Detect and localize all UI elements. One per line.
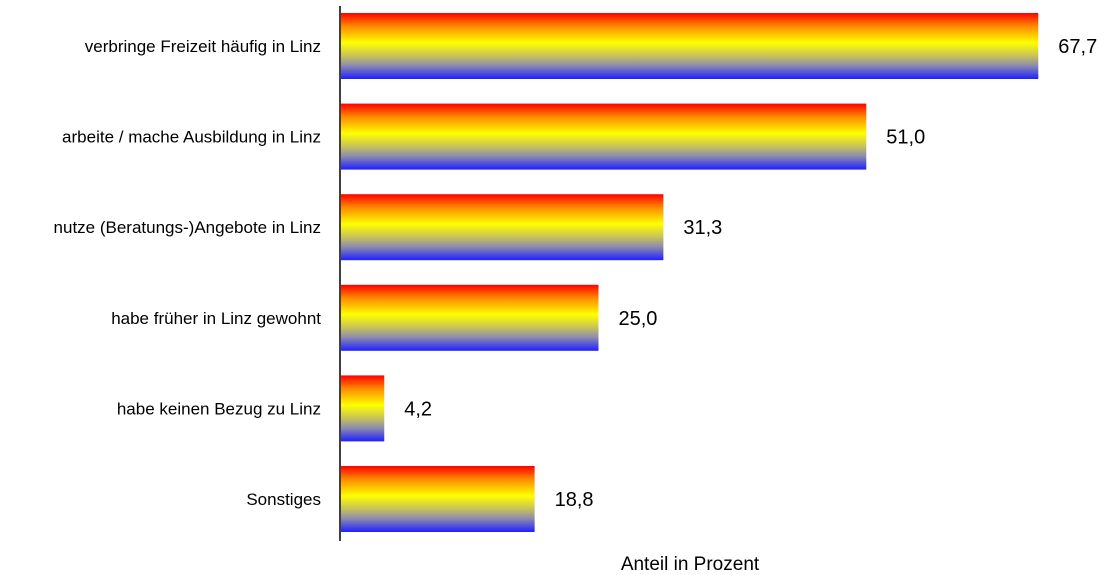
category-label: habe keinen Bezug zu Linz bbox=[117, 399, 321, 418]
bar-group: Sonstiges 18,8 bbox=[246, 466, 594, 532]
value-label: 31,3 bbox=[683, 217, 722, 239]
bars-layer: verbringe Freizeit häufig in Linz 67,7 arb… bbox=[54, 13, 1097, 532]
value-label: 51,0 bbox=[886, 127, 925, 149]
x-axis-title: Anteil in Prozent bbox=[621, 554, 760, 575]
value-label: 4,2 bbox=[404, 398, 432, 420]
bar-group: habe keinen Bezug zu Linz 4,2 bbox=[117, 375, 432, 442]
bar bbox=[341, 13, 1039, 79]
category-label: nutze (Beratungs-)Angebote in Linz bbox=[54, 218, 321, 237]
category-label: habe früher in Linz gewohnt bbox=[111, 309, 321, 328]
bar-group: arbeite / mache Ausbildung in Linz 51,0 bbox=[62, 103, 925, 170]
bar-group: verbringe Freizeit häufig in Linz 67,7 bbox=[85, 13, 1097, 79]
bar bbox=[341, 375, 385, 442]
category-label: Sonstiges bbox=[246, 490, 321, 509]
value-label: 67,7 bbox=[1058, 36, 1097, 58]
bar bbox=[341, 284, 599, 351]
value-label: 18,8 bbox=[555, 489, 594, 511]
bar-group: nutze (Beratungs-)Angebote in Linz 31,3 bbox=[54, 194, 722, 261]
category-label: verbringe Freizeit häufig in Linz bbox=[85, 37, 321, 56]
bar-group: habe früher in Linz gewohnt 25,0 bbox=[111, 284, 658, 351]
category-label: arbeite / mache Ausbildung in Linz bbox=[62, 128, 321, 147]
value-label: 25,0 bbox=[619, 308, 658, 330]
bar bbox=[341, 194, 664, 261]
bar bbox=[341, 103, 867, 170]
bar bbox=[341, 466, 535, 532]
